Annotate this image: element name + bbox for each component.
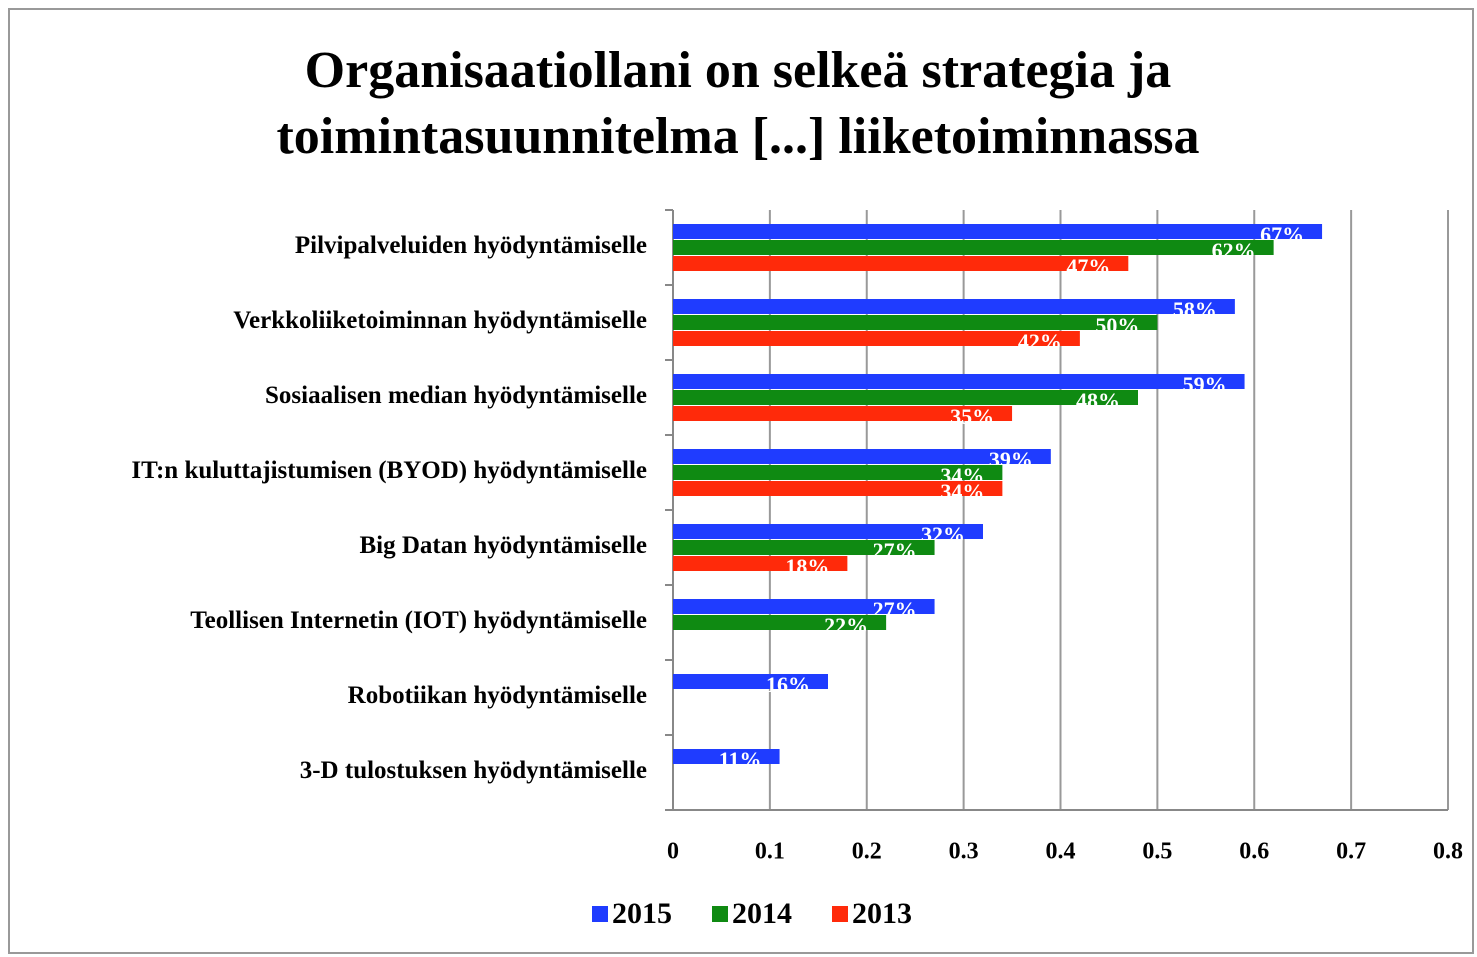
category-label: IT:n kuluttajistumisen (BYOD) hyödyntämi… <box>131 457 647 484</box>
bar <box>673 524 983 539</box>
bar <box>673 749 780 764</box>
legend-swatch <box>832 906 848 922</box>
bar <box>673 674 828 689</box>
bar <box>673 256 1129 271</box>
x-tick-label: 0.7 <box>1336 839 1366 865</box>
value-label: 48% <box>1076 388 1120 413</box>
x-tick-label: 0.6 <box>1239 839 1269 865</box>
bar <box>673 224 1323 239</box>
category-label: Robotiikan hyödyntämiselle <box>348 682 647 709</box>
x-tick-label: 0.3 <box>949 839 979 865</box>
bar <box>673 481 1003 496</box>
bar <box>673 540 935 555</box>
bar <box>673 240 1274 255</box>
value-label: 34% <box>940 479 984 504</box>
bar <box>673 331 1080 346</box>
x-tick-label: 0 <box>667 839 679 865</box>
value-label: 35% <box>950 404 994 429</box>
value-label: 59% <box>1183 372 1227 397</box>
bar <box>673 599 935 614</box>
x-tick-label: 0.5 <box>1142 839 1172 865</box>
value-label: 58% <box>1173 297 1217 322</box>
category-label: Sosiaalisen median hyödyntämiselle <box>265 382 647 409</box>
chart-title: Organisaatiollani on selkeä strategia ja… <box>276 42 1200 165</box>
value-label: 22% <box>824 613 868 638</box>
bar <box>673 615 887 630</box>
bar <box>673 299 1235 314</box>
legend-label: 2015 <box>612 897 672 930</box>
x-tick-label: 0.8 <box>1433 839 1463 865</box>
category-label: 3-D tulostuksen hyödyntämiselle <box>300 757 647 784</box>
bar <box>673 406 1013 421</box>
value-label: 16% <box>766 672 810 697</box>
bar <box>673 390 1138 405</box>
legend-swatch <box>592 906 608 922</box>
value-label: 62% <box>1212 238 1256 263</box>
value-label: 50% <box>1095 313 1139 338</box>
value-label: 18% <box>785 554 829 579</box>
bar <box>673 465 1003 480</box>
bar <box>673 315 1158 330</box>
bar <box>673 374 1245 389</box>
value-label: 42% <box>1018 329 1062 354</box>
category-label: Big Datan hyödyntämiselle <box>359 532 647 559</box>
category-label: Teollisen Internetin (IOT) hyödyntämisel… <box>190 607 647 634</box>
value-label: 11% <box>719 747 762 772</box>
legend-label: 2014 <box>732 897 792 930</box>
legend-label: 2013 <box>852 897 912 930</box>
value-label: 27% <box>873 538 917 563</box>
x-tick-label: 0.2 <box>852 839 882 865</box>
chart-frame <box>8 8 1474 954</box>
value-label: 47% <box>1066 254 1110 279</box>
legend-swatch <box>712 906 728 922</box>
category-label: Pilvipalveluiden hyödyntämiselle <box>295 232 647 259</box>
bar <box>673 556 848 571</box>
category-label: Verkkoliiketoiminnan hyödyntämiselle <box>233 307 647 334</box>
bar <box>673 449 1051 464</box>
x-tick-label: 0.4 <box>1046 839 1076 865</box>
x-tick-label: 0.1 <box>755 839 785 865</box>
